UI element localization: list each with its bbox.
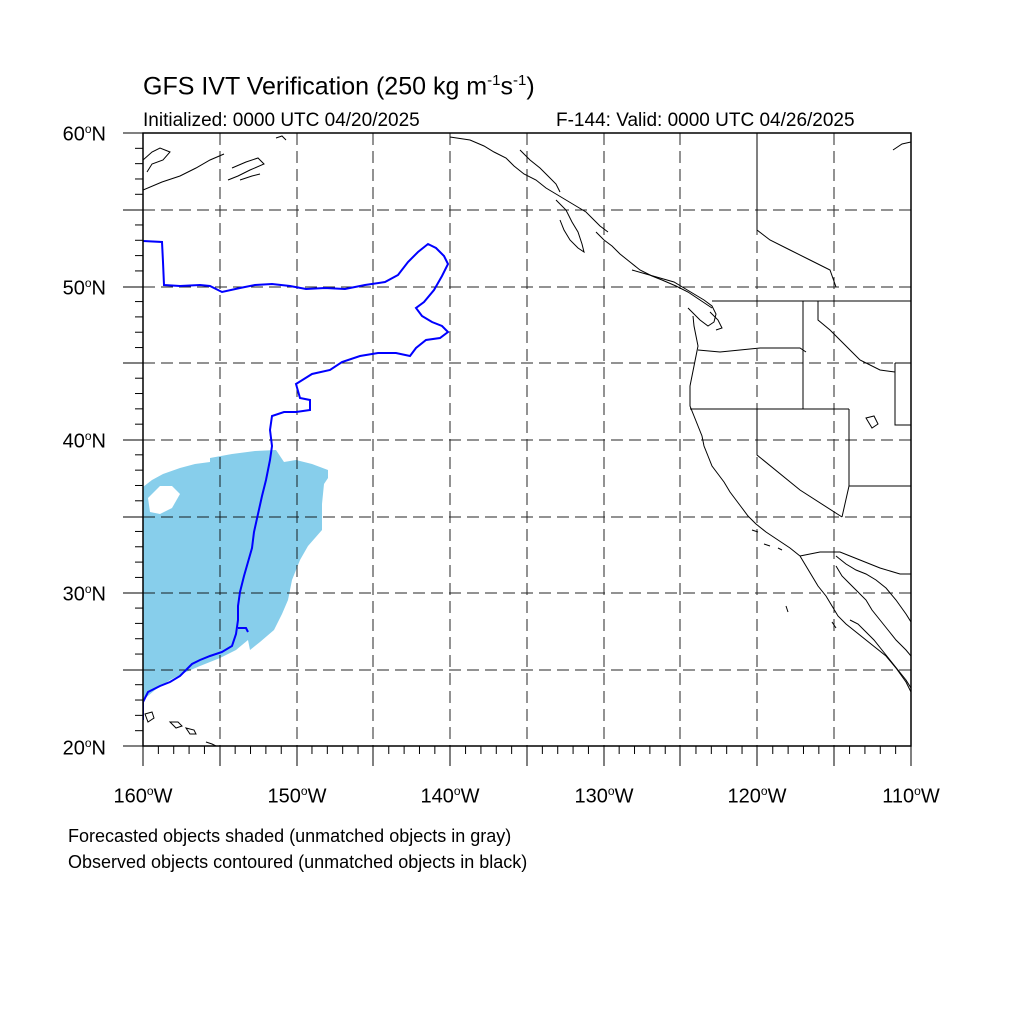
lon-label-110W: 110oW <box>882 784 940 808</box>
coastlines <box>143 133 911 746</box>
chart-title: GFS IVT Verification (250 kg m-1s-1) <box>143 72 535 101</box>
lat-label-60N: 60oN <box>62 122 106 146</box>
lon-label-140W: 140oW <box>420 784 480 808</box>
footnote-forecast: Forecasted objects shaded (unmatched obj… <box>68 826 512 846</box>
footnote-observed: Observed objects contoured (unmatched ob… <box>68 852 528 872</box>
lat-label-50N: 50oN <box>62 276 106 300</box>
lat-label-20N: 20oN <box>62 736 106 760</box>
valid-time-label: F-144: Valid: 0000 UTC 04/26/2025 <box>556 110 855 131</box>
minor-ticks <box>135 147 897 754</box>
lon-label-120W: 120oW <box>727 784 787 808</box>
lon-label-130W: 130oW <box>574 784 634 808</box>
lat-label-40N: 40oN <box>62 429 106 453</box>
lon-label-150W: 150oW <box>267 784 327 808</box>
lat-label-30N: 30oN <box>62 582 106 606</box>
axis-ticks <box>123 132 912 766</box>
forecast-object-hole <box>148 486 180 514</box>
observed-object-contour <box>143 240 450 720</box>
lon-label-160W: 160oW <box>113 784 173 808</box>
forecast-object-shaded <box>143 450 328 700</box>
graticule <box>143 133 911 746</box>
init-time-label: Initialized: 0000 UTC 04/20/2025 <box>143 110 420 131</box>
